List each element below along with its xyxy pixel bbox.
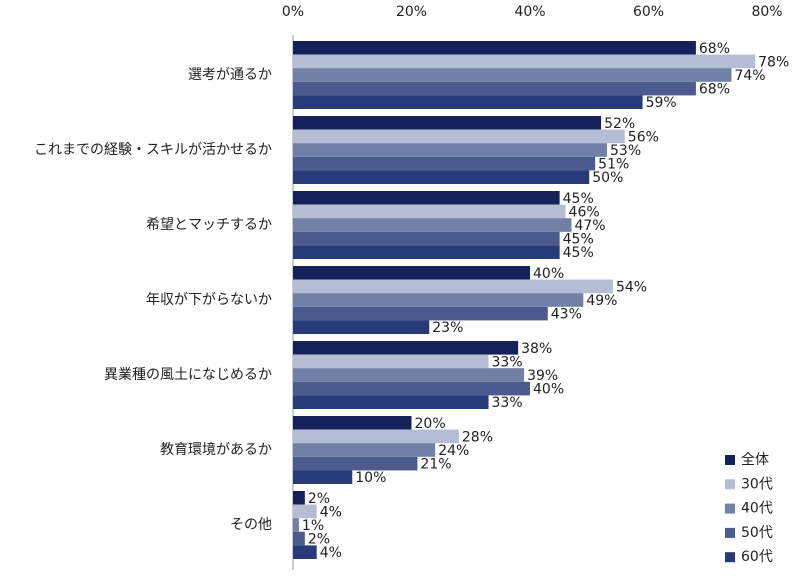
legend-swatch (725, 503, 735, 514)
bar (293, 116, 602, 130)
bar (293, 266, 530, 280)
bar (293, 95, 643, 109)
value-label: 20% (415, 416, 446, 432)
value-label: 45% (563, 245, 594, 261)
value-label: 74% (734, 68, 765, 84)
value-label: 38% (521, 341, 552, 357)
bar (293, 545, 317, 559)
bar (293, 68, 732, 82)
bar (293, 293, 584, 307)
value-label: 59% (646, 95, 677, 111)
x-tick-label: 0% (282, 4, 304, 20)
value-label: 39% (527, 368, 558, 384)
value-label: 33% (492, 354, 523, 370)
value-label: 47% (574, 218, 605, 234)
category-label: 選考が通るか (188, 67, 272, 83)
bar (293, 354, 489, 369)
value-label: 4% (320, 504, 342, 520)
bar (293, 395, 489, 409)
value-label: 43% (551, 307, 582, 323)
legend-label: 全体 (741, 451, 769, 468)
value-label: 33% (492, 395, 523, 411)
bar (293, 531, 305, 546)
bar (293, 368, 525, 382)
legend-swatch (725, 479, 735, 490)
bar (293, 41, 696, 55)
bar (293, 54, 756, 69)
value-label: 51% (598, 157, 629, 173)
bar (293, 381, 530, 396)
value-label: 56% (628, 129, 659, 145)
value-label: 21% (420, 457, 451, 473)
category-label: 希望とマッチするか (146, 217, 272, 233)
bar (293, 204, 566, 219)
category-label: これまでの経験・スキルが活かせるか (34, 142, 272, 158)
value-label: 50% (592, 170, 623, 186)
bar (293, 504, 317, 519)
legend-label: 60代 (741, 549, 773, 565)
legend-label: 30代 (741, 476, 773, 492)
legend-swatch (725, 552, 735, 563)
bar (293, 191, 560, 205)
value-label: 68% (699, 82, 730, 98)
legend-label: 40代 (741, 501, 773, 517)
x-tick-label: 80% (751, 4, 782, 20)
value-label: 23% (432, 320, 463, 336)
bar (293, 245, 560, 259)
bar (293, 429, 459, 444)
value-label: 54% (616, 279, 647, 295)
bar (293, 491, 305, 505)
value-label: 53% (610, 143, 641, 159)
value-label: 1% (302, 518, 324, 534)
value-label: 40% (533, 382, 564, 398)
value-label: 52% (604, 116, 635, 132)
value-label: 45% (563, 191, 594, 207)
bar (293, 416, 412, 430)
value-label: 49% (586, 293, 617, 309)
value-label: 10% (355, 470, 386, 486)
x-tick-label: 60% (633, 4, 664, 20)
bar (293, 306, 548, 321)
value-label: 2% (308, 532, 330, 548)
x-tick-label: 20% (396, 4, 427, 20)
value-label: 68% (699, 41, 730, 57)
value-label: 40% (533, 266, 564, 282)
value-label: 2% (308, 491, 330, 507)
bar (293, 231, 560, 246)
bar (293, 341, 519, 355)
legend-swatch (725, 455, 735, 465)
value-label: 24% (438, 443, 469, 459)
value-label: 46% (569, 204, 600, 220)
value-label: 4% (320, 545, 342, 561)
bar (293, 518, 299, 532)
bar (293, 443, 436, 457)
bar (293, 218, 572, 232)
category-label: 異業種の風土になじめるか (104, 367, 272, 383)
value-label: 45% (563, 232, 594, 248)
bar (293, 129, 625, 144)
category-label: 教育環境があるか (160, 442, 272, 458)
value-label: 78% (758, 54, 789, 70)
value-label: 28% (462, 429, 493, 445)
bar (293, 470, 353, 484)
bar (293, 279, 613, 294)
bar (293, 320, 430, 334)
category-label: その他 (230, 517, 272, 533)
bar (293, 156, 596, 171)
bar (293, 456, 418, 471)
bar (293, 170, 590, 184)
bar (293, 81, 696, 96)
category-label: 年収が下がらないか (146, 292, 272, 308)
legend-swatch (725, 527, 735, 538)
x-tick-label: 40% (514, 4, 545, 20)
bar (293, 143, 608, 157)
legend-label: 50代 (741, 525, 773, 541)
